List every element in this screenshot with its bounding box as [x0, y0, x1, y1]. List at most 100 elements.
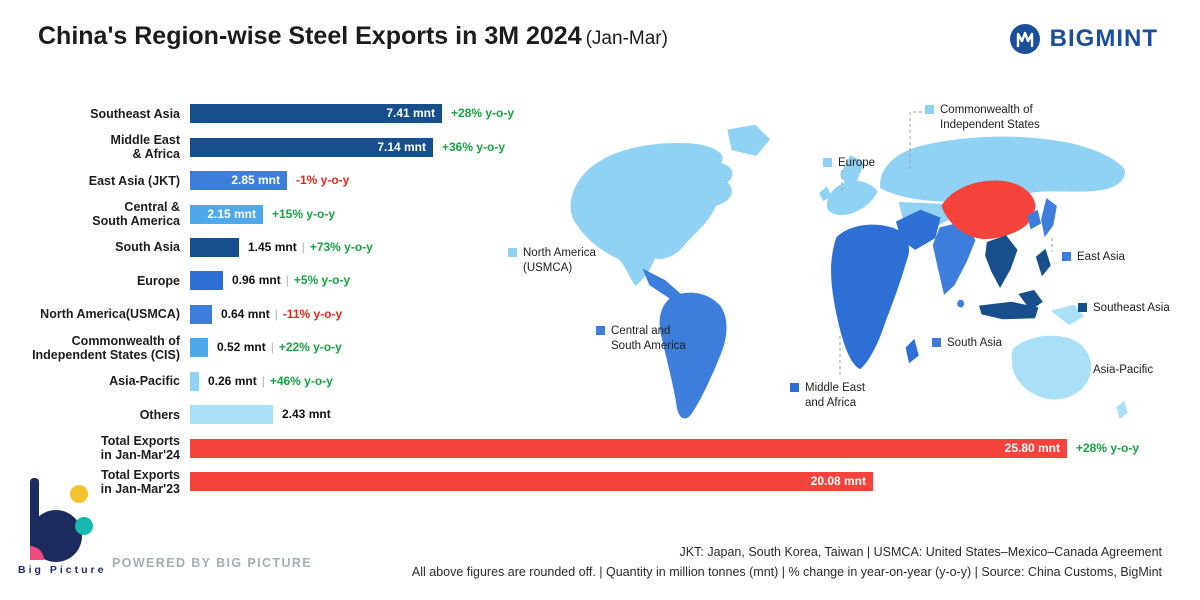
change-label: +28% y-o-y	[1076, 440, 1140, 455]
map-region-central-america	[642, 268, 681, 301]
bar-value-label: 2.85 mnt	[231, 173, 280, 188]
map-region-south-asia	[932, 221, 976, 295]
bar-track: 2.15 mnt +15% y-o-y	[190, 204, 1190, 224]
map-region-uk	[819, 186, 832, 201]
bar-annotation: 0.52 mnt | +22% y-o-y	[217, 338, 342, 357]
map-region-europe	[826, 180, 878, 216]
bar	[190, 338, 208, 358]
change-label: -1% y-o-y	[296, 173, 350, 188]
map-region-north-america	[570, 142, 733, 287]
chart-row: North America(USMCA) 0.64 mnt | -11% y-o-y	[10, 298, 1190, 331]
change-label: +15% y-o-y	[272, 206, 336, 221]
chart-row: Central & South America 2.15 mnt +15% y-o-y	[10, 197, 1190, 230]
row-label: Southeast Asia	[90, 106, 180, 121]
bar-value-label: 2.15 mnt	[207, 206, 256, 221]
bar: 2.15 mnt	[190, 204, 263, 224]
bar-annotation: +28% y-o-y	[451, 104, 514, 123]
row-label: Central & South America	[92, 200, 180, 229]
bar-annotation: +15% y-o-y	[272, 205, 335, 224]
bar-annotation: 0.64 mnt | -11% y-o-y	[221, 305, 342, 324]
row-label: South Asia	[115, 240, 180, 255]
title-suffix: (Jan-Mar)	[585, 28, 668, 49]
bar-annotation: -1% y-o-y	[296, 171, 349, 190]
bar-track: 25.80 mnt +28% y-o-y	[190, 438, 1190, 458]
bar: 25.80 mnt	[190, 438, 1067, 458]
bar: 20.08 mnt	[190, 472, 873, 492]
bar-value-label: 0.96 mnt	[232, 273, 281, 288]
powered-by-text: POWERED BY BIG PICTURE	[112, 556, 313, 570]
map-region-sri-lanka	[957, 299, 965, 308]
row-label: Total Exports in Jan-Mar'23	[100, 467, 180, 496]
chart-row: Total Exports in Jan-Mar'23 20.08 mnt	[10, 465, 1190, 498]
bar-annotation: +36% y-o-y	[442, 138, 505, 157]
map-region-new-guinea	[1050, 304, 1084, 326]
chart-row: East Asia (JKT) 2.85 mnt -1% y-o-y	[10, 164, 1190, 197]
separator: |	[285, 273, 289, 288]
footnote-line-2: All above figures are rounded off. | Qua…	[411, 564, 1162, 579]
change-label: +22% y-o-y	[278, 340, 342, 355]
bar	[190, 304, 212, 324]
bar	[190, 237, 239, 257]
bar-annotation: 1.45 mnt | +73% y-o-y	[248, 238, 373, 257]
map-region-greenland	[727, 124, 771, 156]
title-main: China's Region-wise Steel Exports in 3M …	[38, 22, 582, 50]
change-label: +28% y-o-y	[451, 106, 515, 121]
big-picture-mark-icon	[30, 478, 93, 562]
map-region-middle-east	[895, 209, 941, 250]
bar-track: 7.41 mnt +28% y-o-y	[190, 104, 1190, 124]
map-region-new-zealand	[1116, 400, 1128, 420]
bar-annotation: 0.26 mnt | +46% y-o-y	[208, 372, 333, 391]
row-label: Middle East & Africa	[110, 133, 180, 162]
row-label: Commonwealth of Independent States (CIS)	[32, 333, 180, 362]
bar-track: 2.43 mnt	[190, 405, 1190, 425]
bigmint-logo: BIGMINT	[1008, 22, 1158, 56]
map-region-indonesia	[979, 301, 1039, 320]
chart-row: Europe 0.96 mnt | +5% y-o-y	[10, 264, 1190, 297]
bar-value-label: 7.14 mnt	[377, 139, 426, 154]
bar-value-label: 0.26 mnt	[208, 373, 257, 388]
bar-track: 0.26 mnt | +46% y-o-y	[190, 371, 1190, 391]
bar-value-label: 2.43 mnt	[282, 407, 331, 422]
bigmint-globe-icon	[1009, 24, 1040, 54]
separator: |	[301, 239, 305, 254]
chart-row: Total Exports in Jan-Mar'24 25.80 mnt +28% …	[10, 431, 1190, 464]
world-map	[570, 124, 1128, 420]
map-region-southeast-asia-mainland	[985, 235, 1018, 288]
row-label: Asia-Pacific	[109, 374, 180, 389]
separator: |	[274, 306, 278, 321]
map-region-korea	[1027, 209, 1042, 230]
bar: 2.85 mnt	[190, 171, 287, 191]
chart-row: Middle East & Africa 7.14 mnt +36% y-o-y	[10, 130, 1190, 163]
bar-value-label: 20.08 mnt	[810, 474, 866, 489]
bar-value-label: 25.80 mnt	[1004, 440, 1060, 455]
map-region-borneo	[1018, 289, 1043, 311]
map-region-madagascar	[905, 338, 919, 364]
map-region-china	[941, 180, 1036, 240]
change-label: +36% y-o-y	[442, 139, 506, 154]
row-label: Total Exports in Jan-Mar'24	[100, 434, 180, 463]
change-label: +5% y-o-y	[293, 273, 351, 288]
bar-value-label: 7.41 mnt	[386, 106, 435, 121]
chart-row: South Asia 1.45 mnt | +73% y-o-y	[10, 231, 1190, 264]
bigmint-wordmark: BIGMINT	[1049, 25, 1158, 52]
bar-annotation: 0.96 mnt | +5% y-o-y	[232, 271, 350, 290]
chart-row: Southeast Asia 7.41 mnt +28% y-o-y	[10, 97, 1190, 130]
row-label: East Asia (JKT)	[88, 173, 180, 188]
map-region-scandinavia	[840, 155, 865, 184]
map-region-cis	[880, 136, 1125, 202]
chart-row: Asia-Pacific 0.26 mnt | +46% y-o-y	[10, 365, 1190, 398]
bar-track: 1.45 mnt | +73% y-o-y	[190, 237, 1190, 257]
row-label: Europe	[136, 273, 180, 288]
bar-track: 7.14 mnt +36% y-o-y	[190, 137, 1190, 157]
map-region-philippines	[1035, 248, 1051, 277]
bar-annotation: +28% y-o-y	[1076, 439, 1139, 458]
chart-row: Commonwealth of Independent States (CIS) 0…	[10, 331, 1190, 364]
bar	[190, 405, 273, 425]
bar-value-label: 0.52 mnt	[217, 340, 266, 355]
bar-value-label: 1.45 mnt	[248, 239, 297, 254]
bar-chart: Southeast Asia 7.41 mnt +28% y-o-y Middle E…	[10, 97, 1190, 498]
change-label: +46% y-o-y	[269, 373, 333, 388]
bar	[190, 371, 199, 391]
bar-annotation: 2.43 mnt	[282, 405, 331, 424]
